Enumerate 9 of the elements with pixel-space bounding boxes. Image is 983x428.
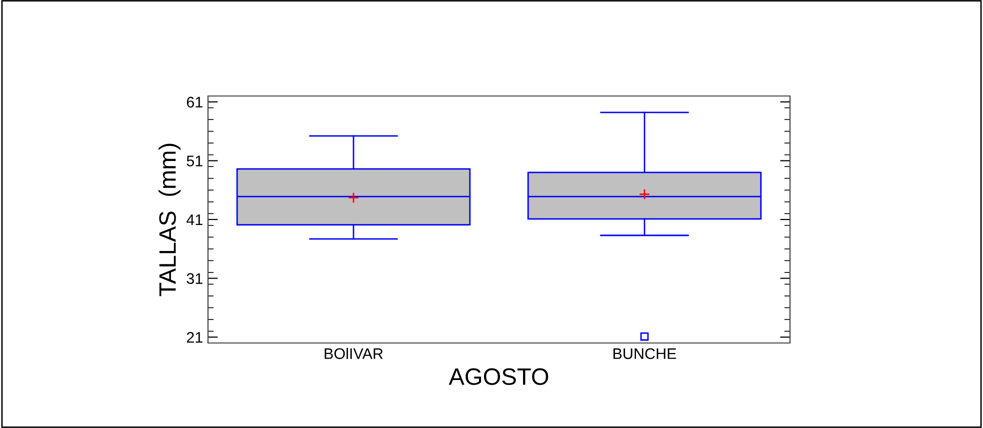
y-tick-label: 41 (186, 214, 202, 226)
y-tick-label: 61 (186, 96, 202, 108)
y-tick-label: 31 (186, 273, 202, 284)
y-tick-label: 51 (186, 156, 202, 166)
y-axis-title: TALLAS (mm) (158, 144, 181, 296)
x-axis-title: AGOSTO (448, 368, 548, 385)
y-tick-label: 21 (186, 332, 202, 343)
x-tick-label: BUNCHE (613, 348, 676, 360)
x-tick-label: BOlIVAR (324, 348, 383, 360)
